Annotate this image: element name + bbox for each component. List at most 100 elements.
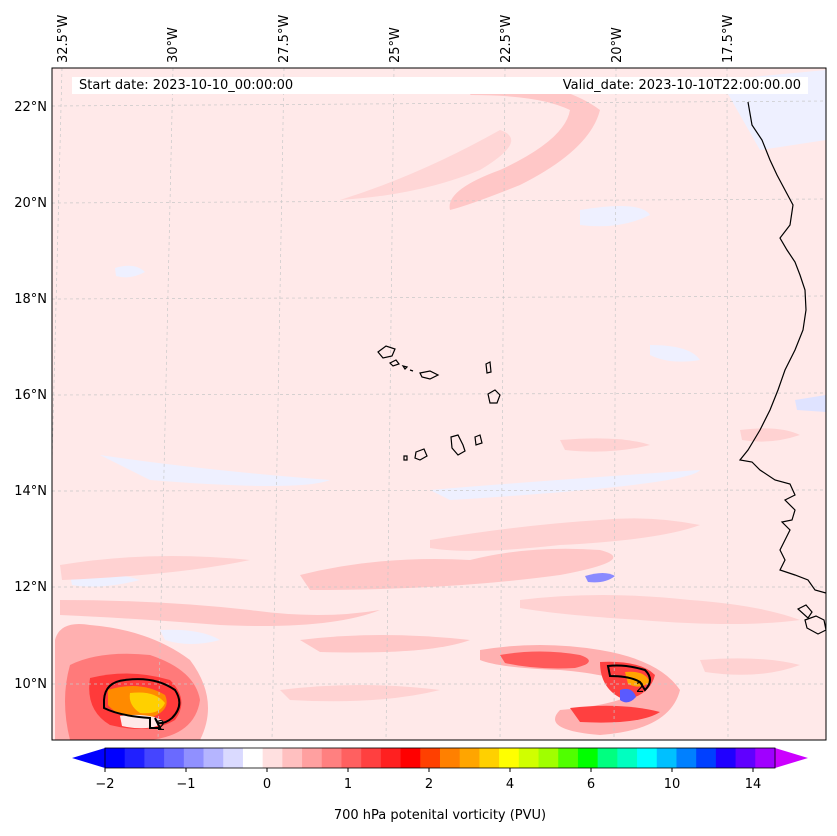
colorbar-cell	[676, 748, 697, 768]
colorbar-cell	[341, 748, 362, 768]
colorbar-cell	[321, 748, 343, 768]
colorbar-tick-label: 10	[664, 777, 681, 792]
colorbar-tick-label: −2	[95, 777, 114, 792]
colorbar-cell	[105, 748, 126, 768]
colorbar-tick-label: 2	[425, 777, 433, 792]
colorbar-cell	[715, 748, 737, 768]
low-pv-patch	[430, 470, 700, 500]
lat-label: 22°N	[14, 100, 47, 115]
lon-label: 27.5°W	[277, 15, 292, 63]
moderate-pv-band	[560, 438, 650, 452]
lon-label: 17.5°W	[721, 15, 736, 63]
colorbar-title: 700 hPa potenital vorticity (PVU)	[333, 808, 547, 823]
low-pv-patch	[160, 629, 220, 644]
colorbar-cell	[479, 748, 500, 768]
pv-maximum-west-core	[129, 692, 165, 714]
colorbar-tick-label: 0	[263, 777, 271, 792]
coastline-islands	[796, 604, 826, 635]
lon-label: 22.5°W	[499, 15, 514, 63]
graticule	[52, 68, 826, 740]
colorbar-cell	[577, 748, 599, 768]
colorbar-cell	[617, 748, 638, 768]
contour-label-east: 2	[636, 681, 644, 696]
colorbar-cell	[302, 748, 323, 768]
longitude-labels: 32.5°W 30°W 27.5°W 25°W 22.5°W 20°W 17.5…	[56, 15, 736, 63]
latitude-labels: 22°N 20°N 18°N 16°N 14°N 12°N 10°N	[14, 100, 47, 692]
colorbar-cell	[499, 748, 520, 768]
colorbar-cell	[637, 748, 658, 768]
colorbar-cell	[124, 748, 146, 768]
pv-2-contour-west	[103, 678, 181, 729]
colorbar-tick-label: 4	[506, 777, 514, 792]
colorbar-cell	[164, 748, 185, 768]
cabo-verde-islands	[377, 345, 501, 461]
pv-field: 2 2	[52, 68, 826, 740]
low-pv-patch	[115, 265, 145, 278]
colorbar-cell	[400, 748, 421, 768]
lon-label: 20°W	[610, 27, 625, 63]
colorbar-cell	[538, 748, 559, 768]
colorbar-cell	[735, 748, 756, 768]
lon-label: 32.5°W	[56, 15, 71, 63]
colorbar-cell	[755, 748, 776, 768]
lat-label: 14°N	[14, 484, 47, 499]
moderate-pv-band	[280, 685, 440, 702]
colorbar-tick-label: 1	[344, 777, 352, 792]
colorbar-cell	[361, 748, 382, 768]
colorbar-cell	[696, 748, 717, 768]
colorbar-cell	[459, 748, 481, 768]
colorbar-tick-label: −1	[176, 777, 195, 792]
colorbar-cell	[223, 748, 244, 768]
low-pv-patch	[120, 714, 165, 729]
colorbar-cell	[282, 748, 303, 768]
valid-date-label: Valid_date: 2023-10-10T22:00:00.00	[452, 77, 808, 94]
colorbar-cell	[262, 748, 283, 768]
coastline	[738, 101, 826, 594]
colorbar-ticks: −2 −1 0 1 2 4 6 10 14	[95, 768, 761, 792]
colorbar-cell	[656, 748, 678, 768]
moderate-pv-band	[60, 556, 250, 580]
map-frame	[51, 67, 827, 741]
pv-2-contour-east	[606, 664, 651, 692]
lon-label: 25°W	[388, 27, 403, 63]
low-pv-patch	[650, 345, 700, 362]
colorbar-cell	[242, 748, 264, 768]
colorbar-cell	[518, 748, 540, 768]
moderate-pv-band	[520, 595, 800, 624]
negative-pv-spot	[620, 688, 636, 703]
colorbar-cell	[203, 748, 224, 768]
colorbar-cell	[420, 748, 441, 768]
pv-maximum-east-band	[570, 705, 660, 723]
lat-label: 18°N	[14, 292, 47, 307]
lat-label: 10°N	[14, 677, 47, 692]
low-pv-patch	[580, 206, 650, 227]
colorbar-tick-label: 14	[745, 777, 762, 792]
colorbar-cell	[183, 748, 205, 768]
lat-label: 12°N	[14, 580, 47, 595]
colorbar-cell	[380, 748, 402, 768]
start-date-label: Start date: 2023-10-10_00:00:00	[72, 77, 459, 94]
moderate-pv-band	[700, 658, 800, 675]
negative-pv-spot	[585, 573, 615, 583]
moderate-pv-band	[300, 548, 614, 590]
lat-label: 16°N	[14, 388, 47, 403]
colorbar-cell	[558, 748, 579, 768]
colorbar-frame	[104, 747, 776, 769]
colorbar-cell	[597, 748, 618, 768]
colorbar-tick-label: 6	[587, 777, 595, 792]
colorbar-cell	[440, 748, 461, 768]
lon-label: 30°W	[166, 27, 181, 63]
colorbar-over-arrow	[775, 748, 808, 768]
contour-label-west: 2	[157, 719, 165, 734]
moderate-pv-band	[449, 80, 600, 210]
colorbar-cell	[144, 748, 165, 768]
colorbar-under-arrow	[72, 748, 105, 768]
moderate-pv-band	[300, 635, 470, 653]
moderate-pv-band	[60, 600, 380, 626]
moderate-pv-band	[430, 518, 700, 551]
moderate-pv-band	[340, 130, 512, 200]
pv-maximum-east-core	[625, 671, 650, 687]
pv-maximum-east-band	[500, 651, 589, 669]
low-pv-patch	[100, 455, 330, 486]
